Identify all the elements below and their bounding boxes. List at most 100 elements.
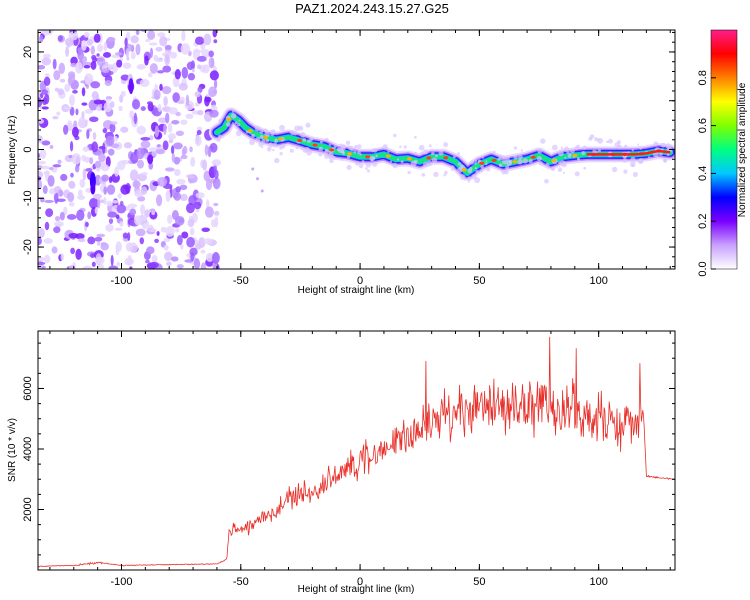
noise-blob	[105, 223, 114, 232]
noise-blob	[212, 252, 220, 264]
noise-blob	[174, 69, 181, 80]
ridge-scatter	[428, 144, 432, 148]
noise-blob	[102, 142, 106, 155]
noise-blob	[40, 165, 50, 170]
ridge-scatter	[230, 112, 237, 119]
spectrogram-y-tick-label: -10	[22, 190, 34, 206]
noise-blob	[163, 244, 169, 251]
noise-blob	[105, 135, 115, 146]
ridge-scatter	[614, 141, 620, 148]
noise-blob	[201, 227, 210, 233]
noise-blob	[97, 43, 104, 53]
ridge-tail-point	[260, 189, 264, 193]
spectrogram-x-tick-label: 50	[473, 275, 485, 287]
ridge-scatter	[557, 167, 563, 173]
noise-blob	[41, 57, 52, 66]
noise-blob	[180, 43, 191, 55]
ridge-scatter	[392, 162, 398, 169]
ridge-hotspot	[226, 117, 232, 122]
ridge-scatter	[393, 133, 397, 138]
ridge-scatter	[583, 166, 587, 170]
noise-blob	[127, 232, 131, 241]
noise-blob	[156, 231, 160, 236]
noise-blob	[175, 186, 181, 193]
ridge-scatter	[338, 147, 344, 154]
ridge-hotspot	[551, 158, 557, 163]
noise-blob	[135, 30, 140, 36]
noise-blob	[163, 237, 171, 243]
noise-blob	[213, 39, 218, 44]
noise-blob	[170, 256, 179, 262]
noise-blob	[132, 180, 141, 189]
ridge-hotspot	[278, 137, 284, 141]
noise-blob	[197, 86, 203, 93]
noise-blob	[93, 99, 103, 105]
noise-blob	[181, 66, 189, 79]
ridge-scatter	[305, 122, 311, 128]
noise-blob	[155, 46, 163, 52]
noise-blob	[178, 82, 188, 91]
noise-blob	[185, 94, 190, 107]
ridge-scatter	[225, 122, 231, 127]
ridge-scatter	[540, 138, 546, 144]
noise-blob	[140, 106, 146, 112]
ridge-scatter	[632, 172, 638, 178]
noise-blob	[94, 174, 102, 186]
noise-blob	[209, 109, 219, 118]
noise-blob	[42, 185, 48, 195]
ridge-scatter	[574, 171, 580, 177]
noise-blob	[137, 159, 145, 169]
noise-blob	[107, 148, 115, 156]
noise-blob	[77, 50, 84, 61]
ridge-scatter	[637, 158, 644, 164]
noise-blob	[187, 218, 195, 228]
noise-blob	[189, 146, 193, 153]
noise-blob	[144, 209, 151, 218]
ridge-scatter	[332, 155, 336, 160]
ridge-scatter	[407, 170, 411, 175]
noise-blob	[139, 78, 150, 88]
noise-blob	[77, 238, 86, 243]
spectrogram-image	[38, 30, 675, 269]
noise-blob	[186, 61, 195, 71]
noise-blob	[176, 264, 184, 269]
noise-blob	[139, 204, 146, 215]
noise-blob	[92, 132, 97, 140]
ridge-scatter	[467, 176, 472, 181]
noise-blob	[151, 254, 158, 263]
noise-blob	[146, 246, 155, 255]
noise-blob	[52, 116, 59, 120]
snr-y-axis-label: SNR (10 * v/v)	[7, 418, 18, 482]
ridge-scatter	[608, 138, 613, 144]
ridge-hotspot	[512, 160, 518, 164]
spectrogram-x-tick-label: -50	[233, 275, 249, 287]
noise-blob	[194, 91, 201, 98]
noise-blob	[70, 62, 77, 68]
ridge-scatter	[279, 146, 283, 150]
noise-blob	[75, 108, 79, 116]
noise-blob	[87, 211, 92, 220]
ridge-scatter	[259, 134, 264, 139]
noise-blob	[81, 102, 88, 106]
noise-blob	[157, 176, 168, 187]
noise-blob	[43, 238, 53, 244]
spectrogram-y-tick-label: 10	[22, 95, 34, 107]
noise-blob	[136, 125, 146, 135]
noise-blob	[76, 209, 85, 221]
noise-blob	[182, 145, 188, 155]
ridge-scatter	[528, 159, 533, 164]
noise-blob	[38, 179, 43, 190]
ridge-scatter	[581, 151, 586, 155]
noise-blob	[85, 168, 93, 172]
noise-blob	[107, 211, 117, 218]
snr-x-tick-label: -100	[110, 576, 132, 588]
ridge-scatter	[623, 169, 628, 174]
ridge-scatter	[231, 110, 235, 113]
figure-title: PAZ1.2024.243.15.27.G25	[295, 1, 449, 16]
noise-blob	[174, 168, 181, 177]
ridge-scatter	[481, 156, 485, 159]
noise-blob	[94, 160, 102, 168]
ridge-scatter	[339, 143, 343, 146]
ridge-scatter	[371, 149, 375, 153]
ridge-scatter	[382, 144, 388, 150]
